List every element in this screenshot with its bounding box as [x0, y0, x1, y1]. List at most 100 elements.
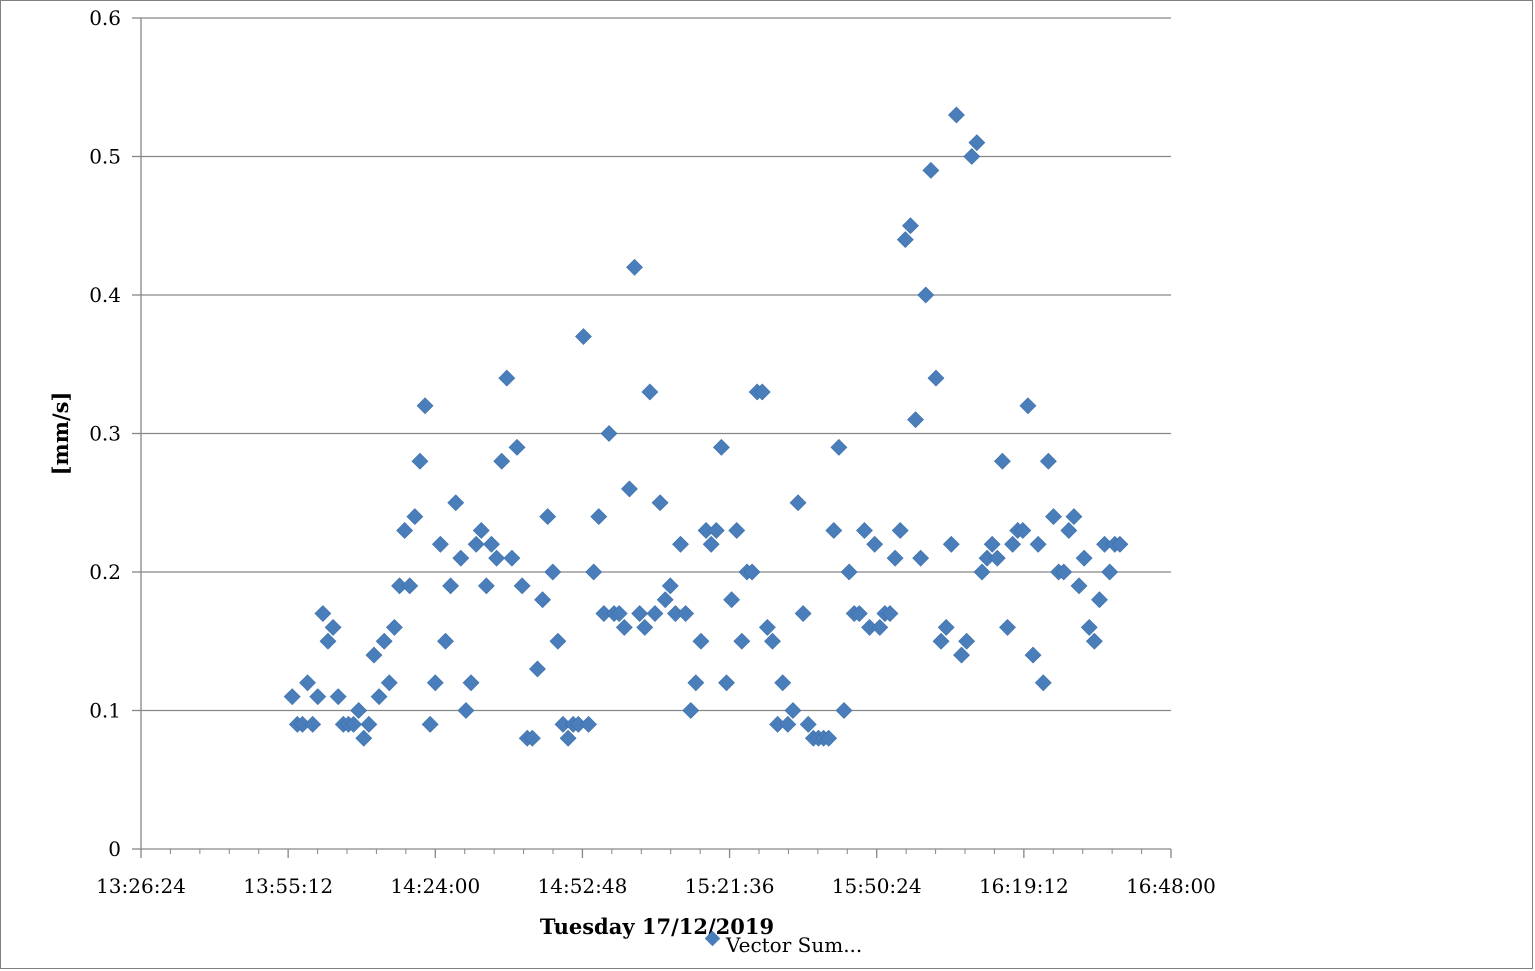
data-point [937, 618, 955, 636]
data-point [1075, 549, 1093, 567]
data-point [753, 383, 771, 401]
x-tick-label: 15:21:36 [685, 874, 775, 898]
data-point [324, 618, 342, 636]
data-point [758, 618, 776, 636]
data-point [656, 591, 674, 609]
data-point [789, 494, 807, 512]
data-point [636, 618, 654, 636]
data-point [692, 632, 710, 650]
data-point [1111, 535, 1129, 553]
data-point [309, 688, 327, 706]
data-point [503, 549, 521, 567]
data-point [477, 577, 495, 595]
axes [132, 17, 1172, 858]
data-point [580, 715, 597, 733]
data-point [375, 632, 393, 650]
data-point [1014, 522, 1032, 539]
data-point [1070, 577, 1088, 595]
legend-marker-icon [704, 930, 721, 947]
y-tick-label: 0.4 [89, 283, 121, 307]
data-points [283, 106, 1129, 747]
x-tick-label: 16:19:12 [979, 874, 1069, 898]
data-point [922, 161, 940, 179]
data-point [345, 715, 362, 733]
data-point [1091, 591, 1108, 609]
data-point [825, 522, 843, 539]
data-point [830, 438, 848, 456]
data-point [866, 535, 884, 553]
data-point [850, 605, 868, 622]
data-point [881, 605, 899, 622]
data-point [416, 397, 434, 415]
y-tick-labels: 0 0.1 0.2 0.3 0.4 0.5 0.6 [89, 6, 121, 861]
data-point [1101, 563, 1119, 581]
y-axis-title: [mm/s] [48, 392, 73, 476]
data-point [764, 632, 781, 650]
data-point [712, 438, 730, 456]
data-point [1019, 397, 1037, 415]
data-point [779, 715, 797, 733]
data-point [891, 522, 909, 539]
data-point [615, 618, 633, 636]
data-point [707, 522, 725, 539]
y-tick-label: 0 [108, 837, 121, 861]
data-point [575, 328, 592, 345]
data-point [437, 632, 454, 650]
data-point [314, 605, 332, 622]
y-tick-label: 0.5 [89, 145, 121, 169]
x-tick-label: 14:24:00 [390, 874, 480, 898]
data-point [886, 549, 904, 567]
data-point [999, 618, 1016, 636]
data-point [983, 535, 1001, 553]
data-point [513, 577, 531, 595]
data-point [447, 494, 465, 512]
data-point [421, 715, 439, 733]
data-point [360, 715, 378, 733]
data-point [585, 563, 603, 581]
data-point [871, 618, 889, 636]
data-point [462, 674, 480, 692]
y-tick-label: 0.6 [89, 6, 121, 30]
data-point [1034, 674, 1052, 692]
data-point [626, 258, 643, 276]
data-point [442, 577, 460, 595]
x-tick-label: 16:48:00 [1126, 874, 1216, 898]
x-axis-title: Tuesday 17/12/2019 [540, 914, 774, 939]
y-tick-label: 0.2 [89, 560, 121, 584]
data-point [702, 535, 720, 553]
data-point [1045, 508, 1062, 526]
data-point [304, 715, 322, 733]
data-point [942, 535, 960, 553]
data-point [958, 632, 976, 650]
data-point [1039, 452, 1057, 470]
data-point [452, 549, 470, 567]
data-point [743, 563, 761, 581]
data-point [687, 674, 705, 692]
data-point [718, 674, 735, 692]
data-point [508, 438, 526, 456]
data-point [631, 605, 649, 622]
data-point [902, 217, 919, 235]
data-point [1024, 646, 1042, 664]
data-point [896, 231, 914, 249]
data-point [993, 452, 1011, 470]
data-point [529, 660, 546, 678]
data-point [498, 369, 516, 387]
data-point [963, 148, 981, 165]
data-point [1085, 632, 1103, 650]
data-point [467, 535, 485, 553]
y-tick-label: 0.1 [89, 699, 121, 723]
x-tick-label: 13:26:24 [96, 874, 186, 898]
data-point [953, 646, 970, 664]
data-point [488, 549, 506, 567]
data-point [610, 605, 628, 622]
data-point [380, 674, 398, 692]
data-point [682, 702, 700, 719]
data-point [401, 577, 419, 595]
data-point [1065, 508, 1083, 526]
data-point [396, 522, 414, 539]
data-point [621, 480, 638, 498]
data-point [549, 632, 567, 650]
data-point [283, 688, 301, 706]
